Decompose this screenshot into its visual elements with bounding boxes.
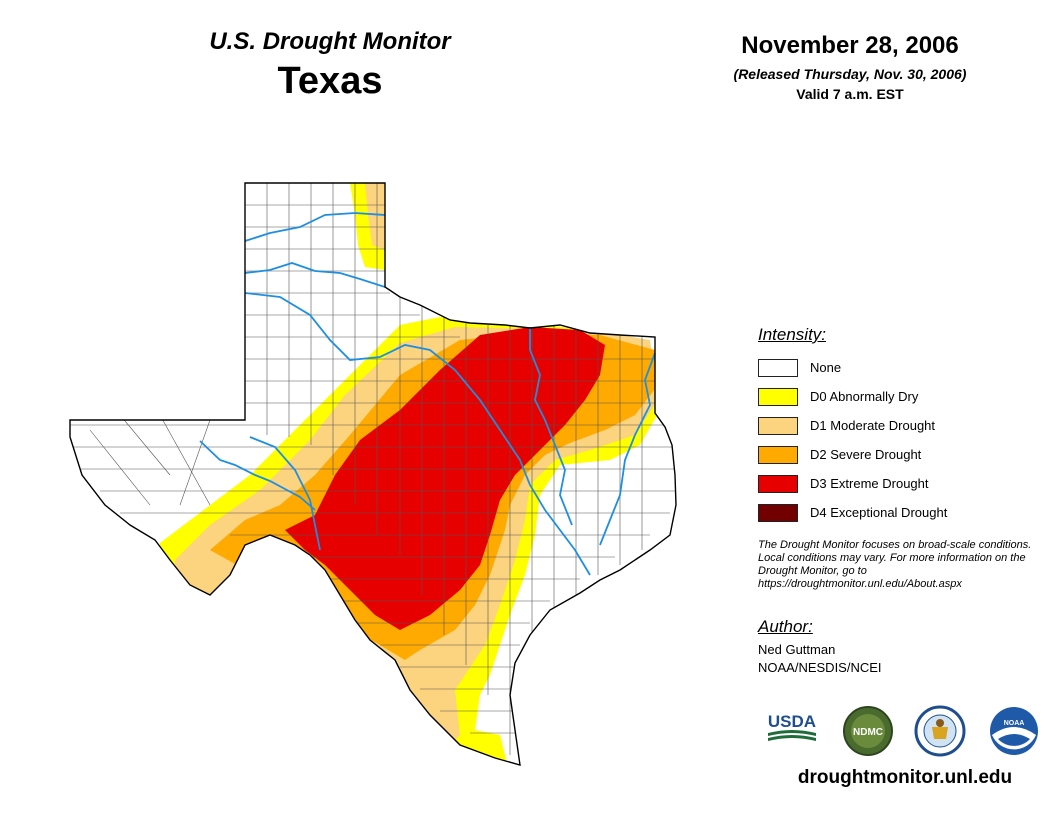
legend-item-d1: D1 Moderate Drought	[758, 411, 1048, 440]
red-river	[244, 262, 386, 288]
texas-drought-map	[69, 182, 677, 766]
legend-label: D1 Moderate Drought	[810, 418, 936, 433]
canadian-river	[244, 212, 386, 242]
legend-swatch	[758, 358, 798, 377]
legend-label: None	[810, 360, 842, 375]
author-heading: Author:	[758, 617, 813, 636]
noaa-logo-text: NOAA	[1004, 720, 1025, 727]
region-title: Texas	[277, 60, 383, 102]
legend-swatch	[758, 503, 798, 522]
legend-item-d0: D0 Abnormally Dry	[758, 382, 1048, 411]
disclaimer-note: The Drought Monitor focuses on broad-sca…	[758, 539, 1032, 590]
rio-grande	[199, 440, 316, 511]
release-date: (Released Thursday, Nov. 30, 2006)	[733, 66, 967, 82]
rivers	[199, 212, 656, 576]
partner-logos: USDA NDMC NOAA	[762, 705, 1052, 760]
ndmc-logo: NDMC	[843, 706, 893, 756]
website-link[interactable]: droughtmonitor.unl.edu	[797, 767, 1013, 788]
valid-time: Valid 7 a.m. EST	[796, 86, 904, 102]
legend-item-d2: D2 Severe Drought	[758, 440, 1048, 469]
legend-item-d3: D3 Extreme Drought	[758, 469, 1048, 498]
noaa-logo: NOAA	[990, 707, 1038, 755]
legend-label: D2 Severe Drought	[810, 447, 922, 462]
map-date: November 28, 2006	[741, 32, 959, 59]
legend-swatch	[758, 445, 798, 464]
commerce-seal-logo	[914, 705, 966, 757]
legend-label: D4 Exceptional Drought	[810, 505, 948, 520]
legend-swatch	[758, 416, 798, 435]
usda-logo-text: USDA	[768, 712, 816, 731]
brazos-river	[244, 292, 591, 576]
trinity-river	[529, 327, 573, 526]
legend-label: D3 Extreme Drought	[810, 476, 929, 491]
legend-swatch	[758, 474, 798, 493]
d1-panhandle-area	[365, 183, 385, 250]
map-title-block: U.S. Drought Monitor Texas	[160, 28, 500, 103]
legend-list: None D0 Abnormally Dry D1 Moderate Droug…	[758, 353, 1048, 527]
legend-item-none: None	[758, 353, 1048, 382]
author-block: Author: Ned Guttman NOAA/NESDIS/NCEI	[758, 617, 1048, 675]
date-block: November 28, 2006 (Released Thursday, No…	[690, 32, 1010, 102]
author-name: Ned Guttman	[758, 642, 836, 657]
legend-label: D0 Abnormally Dry	[810, 389, 919, 404]
author-org: NOAA/NESDIS/NCEI	[758, 660, 882, 675]
county-lines	[70, 183, 675, 765]
colorado-river	[249, 436, 321, 551]
ndmc-logo-text: NDMC	[853, 727, 883, 738]
legend-item-d4: D4 Exceptional Drought	[758, 498, 1048, 527]
legend: Intensity: None D0 Abnormally Dry D1 Mod…	[758, 325, 1048, 675]
legend-heading: Intensity:	[758, 325, 827, 344]
legend-swatch	[758, 387, 798, 406]
sabine-river	[599, 352, 656, 546]
product-title: U.S. Drought Monitor	[209, 28, 451, 55]
usda-logo: USDA	[768, 712, 816, 741]
